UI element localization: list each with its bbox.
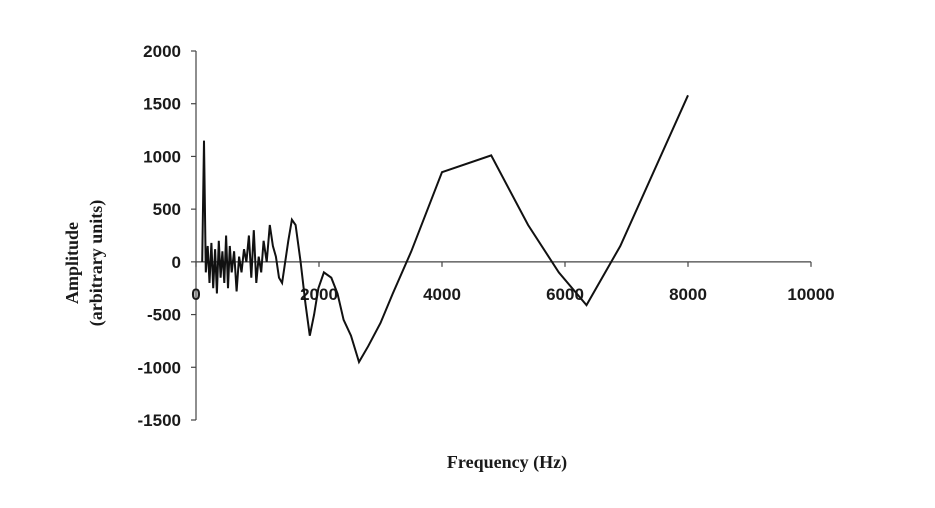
y-tick-label: 2000 — [143, 42, 181, 61]
x-tick-label: 10000 — [787, 285, 834, 304]
x-tick-label: 8000 — [669, 285, 707, 304]
y-tick-labels: 2000 1500 1000 500 0 -500 -1000 -1500 — [138, 42, 181, 430]
x-axis-title: Frequency (Hz) — [447, 452, 567, 473]
x-tick-labels: 0 2000 4000 6000 8000 10000 — [191, 285, 834, 304]
x-tick-label: 2000 — [300, 285, 338, 304]
y-tick-label: -1000 — [138, 358, 181, 377]
x-axis — [195, 261, 812, 267]
y-tick-label: 1000 — [143, 147, 181, 166]
y-axis-title-line2: (arbitrary units) — [86, 200, 107, 326]
y-tick-label: 500 — [153, 200, 181, 219]
y-tick-label: 1500 — [143, 95, 181, 114]
y-axis — [191, 50, 197, 421]
x-tick-label: 0 — [191, 285, 200, 304]
y-tick-label: 0 — [172, 253, 181, 272]
y-axis-title: Amplitude (arbitrary units) — [62, 200, 107, 326]
y-axis-title-line1: Amplitude — [62, 222, 82, 304]
series-line-1 — [201, 94, 689, 365]
x-tick-label: 4000 — [423, 285, 461, 304]
series-layer — [201, 94, 689, 365]
y-tick-label: -1500 — [138, 411, 181, 430]
y-tick-label: -500 — [147, 306, 181, 325]
